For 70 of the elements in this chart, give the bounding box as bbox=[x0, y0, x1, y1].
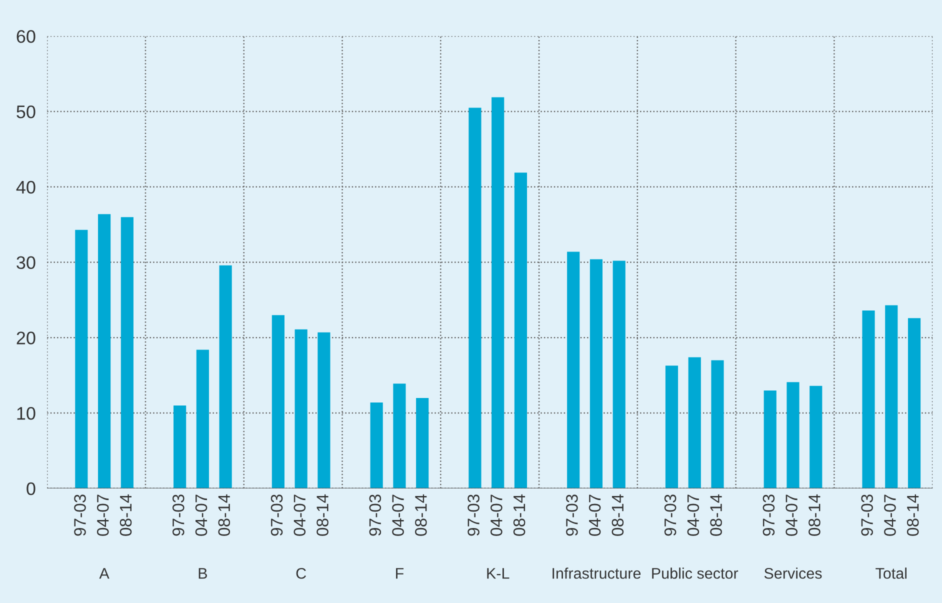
text: 04-07 bbox=[195, 494, 208, 536]
bar bbox=[567, 252, 580, 488]
text: 08-14 bbox=[710, 494, 722, 536]
bar bbox=[468, 108, 482, 488]
y-tick-label: 60 bbox=[16, 30, 36, 43]
bar bbox=[514, 172, 528, 488]
text: 04-07 bbox=[884, 494, 896, 536]
text: 97-03 bbox=[369, 494, 382, 536]
text: 08-14 bbox=[120, 494, 132, 536]
text: 97-03 bbox=[270, 494, 283, 536]
x-tick-label: B bbox=[198, 568, 207, 579]
x-tick-label: K-L bbox=[487, 568, 510, 579]
text: 08-14 bbox=[808, 494, 820, 536]
bar bbox=[612, 260, 626, 488]
bar bbox=[370, 402, 383, 488]
text: 08-14 bbox=[316, 494, 328, 536]
text: 97-03 bbox=[172, 494, 184, 536]
x-tick-label: Services bbox=[764, 568, 822, 579]
bar bbox=[120, 217, 134, 488]
bar bbox=[786, 382, 800, 488]
y-tick-label: 50 bbox=[16, 105, 36, 118]
bar bbox=[393, 384, 406, 488]
bar bbox=[688, 357, 701, 488]
text: 97-03 bbox=[762, 494, 775, 536]
text: 04-07 bbox=[687, 494, 700, 536]
bar bbox=[219, 265, 232, 488]
x-tick-label: Public sector bbox=[652, 568, 738, 579]
text: 97-03 bbox=[468, 494, 480, 536]
text: 08-14 bbox=[906, 494, 919, 536]
bar bbox=[590, 259, 603, 488]
bar bbox=[294, 329, 308, 488]
text: 04-07 bbox=[786, 494, 798, 536]
x-tick-label: Total bbox=[876, 568, 907, 579]
bar bbox=[810, 386, 822, 488]
y-tick-label: 10 bbox=[17, 406, 36, 420]
text: 04-07 bbox=[490, 494, 502, 536]
text: 08-14 bbox=[513, 494, 526, 536]
y-tick-label: 0 bbox=[26, 482, 36, 496]
x-tick-label: A bbox=[99, 568, 110, 579]
bar bbox=[862, 310, 875, 488]
y-tick-label: 40 bbox=[16, 180, 36, 194]
text: 04-07 bbox=[294, 494, 306, 536]
text: 08-14 bbox=[415, 494, 427, 536]
bar bbox=[98, 214, 111, 488]
bar bbox=[885, 305, 898, 488]
bar bbox=[272, 315, 284, 488]
x-tick-label: C bbox=[296, 568, 306, 579]
bar bbox=[764, 390, 776, 488]
x-tick-label: F bbox=[396, 568, 404, 579]
y-tick-label: 20 bbox=[16, 332, 36, 344]
bar bbox=[711, 360, 724, 488]
bar bbox=[318, 332, 330, 488]
text: 97-03 bbox=[74, 494, 86, 536]
bar bbox=[908, 318, 921, 488]
text: 97-03 bbox=[566, 494, 578, 536]
bar bbox=[75, 230, 88, 488]
bar bbox=[416, 398, 429, 488]
text: 04-07 bbox=[96, 494, 109, 536]
text: 97-03 bbox=[861, 494, 873, 536]
text: 08-14 bbox=[218, 494, 230, 536]
text: 04-07 bbox=[392, 494, 404, 536]
bar bbox=[196, 350, 209, 488]
bar bbox=[492, 97, 504, 488]
bar bbox=[665, 366, 678, 488]
bar bbox=[174, 406, 186, 488]
text: 08-14 bbox=[612, 494, 624, 536]
text: 04-07 bbox=[588, 494, 601, 536]
y-tick-label: 30 bbox=[16, 256, 36, 270]
text: 97-03 bbox=[664, 494, 676, 536]
x-tick-label: Infrastructure bbox=[552, 568, 641, 579]
